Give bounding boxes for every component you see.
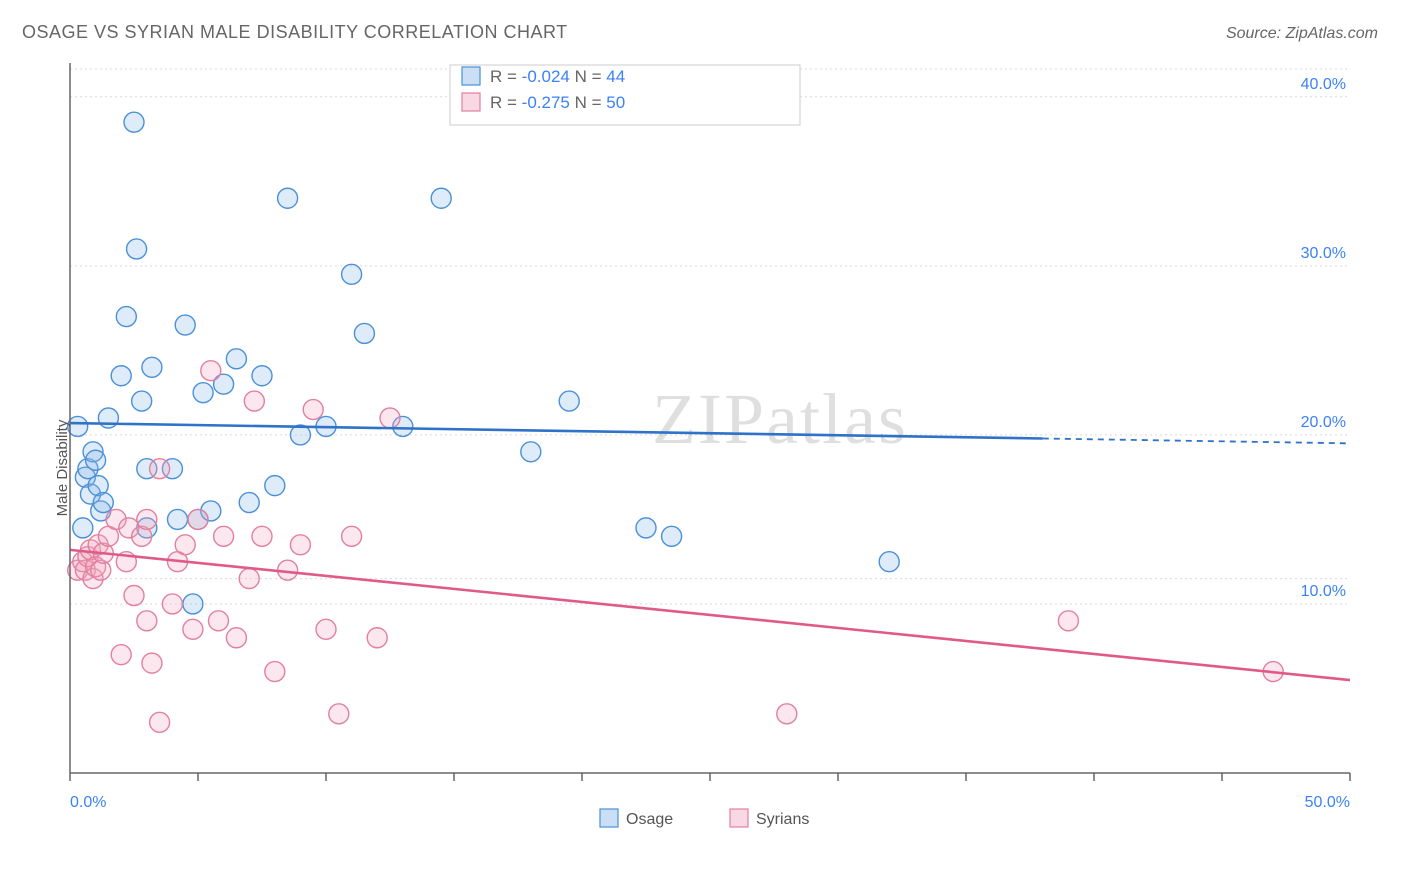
data-point — [73, 518, 93, 538]
data-point — [431, 188, 451, 208]
bottom-legend-label: Syrians — [756, 811, 809, 828]
legend-stat: R = -0.024 N = 44 — [490, 67, 625, 86]
data-point — [124, 112, 144, 132]
data-point — [111, 366, 131, 386]
data-point — [93, 493, 113, 513]
data-point — [175, 315, 195, 335]
data-point — [175, 535, 195, 555]
data-point — [208, 611, 228, 631]
data-point — [162, 594, 182, 614]
data-point — [150, 712, 170, 732]
data-point — [116, 307, 136, 327]
data-point — [214, 526, 234, 546]
data-point — [137, 611, 157, 631]
data-point — [111, 645, 131, 665]
data-point — [329, 704, 349, 724]
y-tick-label: 40.0% — [1301, 76, 1346, 93]
data-point — [137, 509, 157, 529]
data-point — [168, 509, 188, 529]
chart-container: Male Disability ZIPatlas 0.0% 50.0% 10.0% 20… — [20, 53, 1386, 883]
data-point — [239, 569, 259, 589]
data-point — [278, 188, 298, 208]
bottom-legend-swatch — [730, 809, 748, 827]
y-axis-label: Male Disability — [54, 420, 71, 517]
data-point — [354, 323, 374, 343]
data-point — [201, 361, 221, 381]
legend-stat: R = -0.275 N = 50 — [490, 93, 625, 112]
legend-swatch — [462, 67, 480, 85]
data-point — [316, 619, 336, 639]
trend-line — [70, 550, 1350, 680]
y-tick-label: 20.0% — [1301, 414, 1346, 431]
data-point — [188, 509, 208, 529]
data-point — [380, 408, 400, 428]
data-point — [252, 526, 272, 546]
data-point — [252, 366, 272, 386]
bottom-legend-label: Osage — [626, 811, 673, 828]
data-point — [226, 349, 246, 369]
data-point — [879, 552, 899, 572]
chart-title: OSAGE VS SYRIAN MALE DISABILITY CORRELAT… — [22, 22, 568, 43]
data-point — [244, 391, 264, 411]
data-point — [193, 383, 213, 403]
y-tick-label: 30.0% — [1301, 245, 1346, 262]
data-point — [150, 459, 170, 479]
data-point — [777, 704, 797, 724]
data-point — [290, 535, 310, 555]
data-point — [142, 653, 162, 673]
data-point — [86, 450, 106, 470]
scatter-chart: ZIPatlas 0.0% 50.0% 10.0% 20.0% 30.0% 40.0% R =… — [20, 53, 1360, 883]
data-point — [342, 526, 362, 546]
data-point — [239, 493, 259, 513]
data-point — [265, 662, 285, 682]
data-point — [124, 586, 144, 606]
source-label: Source: ZipAtlas.com — [1226, 25, 1378, 43]
data-point — [183, 594, 203, 614]
data-point — [142, 357, 162, 377]
data-point — [559, 391, 579, 411]
data-point — [342, 264, 362, 284]
data-point — [636, 518, 656, 538]
x-tick-label: 50.0% — [1305, 794, 1350, 811]
legend-swatch — [462, 93, 480, 111]
data-point — [1058, 611, 1078, 631]
data-point — [662, 526, 682, 546]
data-point — [127, 239, 147, 259]
data-point — [265, 476, 285, 496]
trend-line-dashed — [1043, 438, 1350, 443]
bottom-legend-swatch — [600, 809, 618, 827]
svg-text:ZIPatlas: ZIPatlas — [652, 379, 908, 459]
y-tick-label: 10.0% — [1301, 583, 1346, 600]
data-point — [183, 619, 203, 639]
data-point — [367, 628, 387, 648]
data-point — [303, 400, 323, 420]
data-point — [226, 628, 246, 648]
x-tick-label: 0.0% — [70, 794, 106, 811]
data-point — [132, 391, 152, 411]
data-point — [521, 442, 541, 462]
